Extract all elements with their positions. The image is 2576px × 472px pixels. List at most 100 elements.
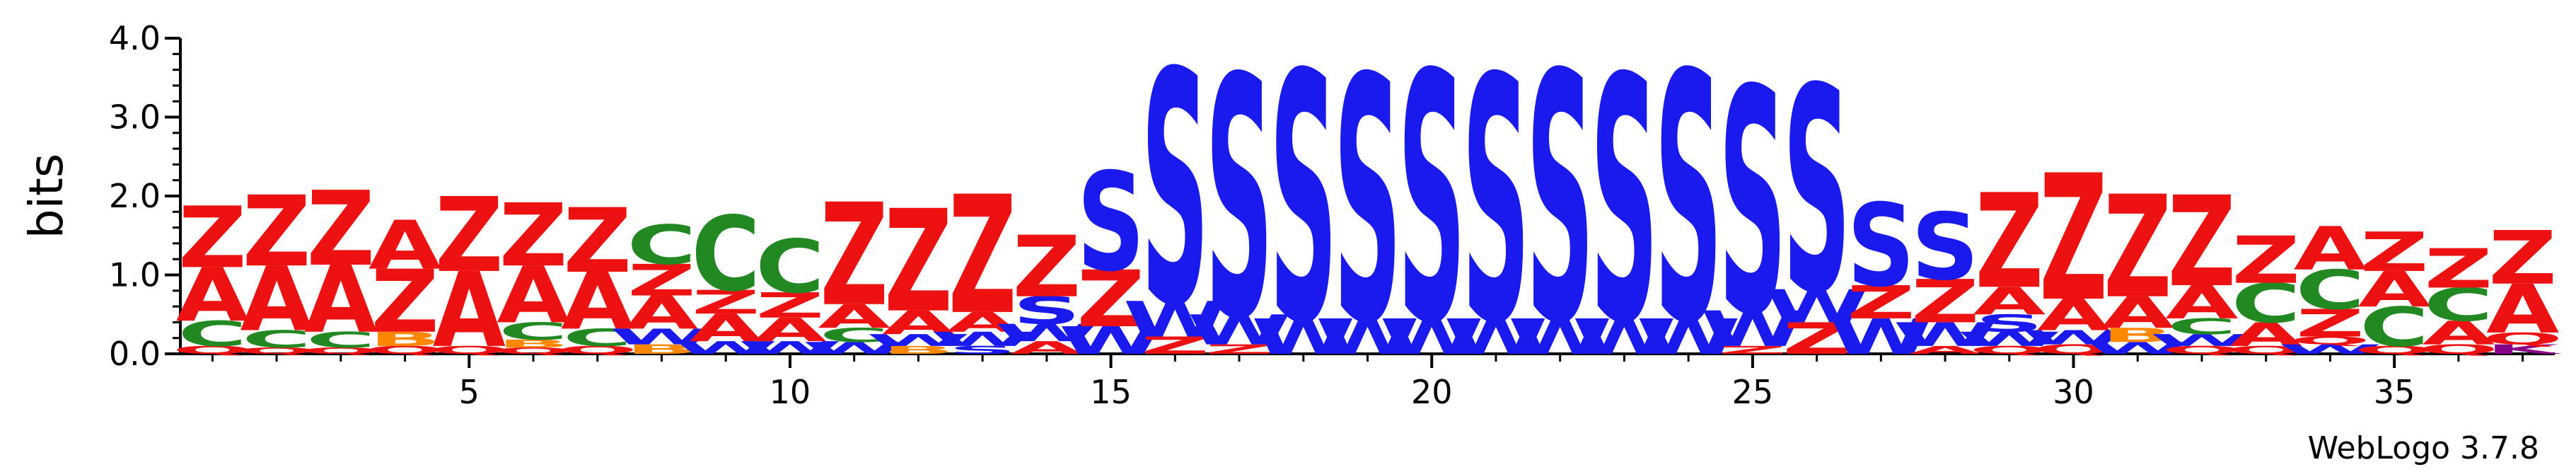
logo-letter-s: S xyxy=(1141,6,1209,377)
logo-letter-q: Q xyxy=(429,344,509,357)
logo-letter-z: Z xyxy=(1911,267,1980,336)
logo-letter-a: A xyxy=(818,297,890,335)
logo-letter-w: W xyxy=(674,338,778,358)
logo-letter-s: S xyxy=(1077,144,1145,301)
logo-letter-q: Q xyxy=(2355,344,2435,357)
logo-stacks: QCAZQCAZQCAZQBZAQAZQBCAZQCAZBWAZCWAZCWAZ… xyxy=(173,3,2563,399)
logo-letter-q: Q xyxy=(173,344,253,357)
x-tick-label: 35 xyxy=(2374,373,2415,411)
logo-letter-z: Z xyxy=(178,189,247,287)
logo-letter-z: Z xyxy=(1847,276,1915,329)
logo-letter-s: S xyxy=(1847,180,1915,312)
logo-letter-a: A xyxy=(1010,338,1083,358)
logo-letter-z: Z xyxy=(1141,332,1209,359)
logo-letter-z: Z xyxy=(243,175,311,288)
logo-letter-q: Q xyxy=(236,346,316,356)
y-ticks: 0.0 1.0 2.0 3.0 4.0 xyxy=(109,19,180,373)
logo-letter-a: A xyxy=(304,247,377,354)
logo-letter-c: C xyxy=(563,324,632,352)
logo-letter-z: Z xyxy=(2168,170,2236,315)
logo-letter-a: A xyxy=(2101,288,2174,338)
logo-letter-k: K xyxy=(2486,342,2563,357)
y-tick-label: 2.0 xyxy=(109,177,161,215)
logo-letter-a: A xyxy=(690,306,763,350)
logo-letter-a: A xyxy=(433,251,506,370)
x-tick-label: 30 xyxy=(2053,373,2094,411)
logo-letter-z: Z xyxy=(2425,237,2493,300)
logo-letter-a: A xyxy=(1908,344,1981,357)
logo-letter-w: W xyxy=(2278,342,2382,357)
logo-letter-z: Z xyxy=(884,180,953,343)
logo-letter-a: A xyxy=(2037,291,2110,341)
logo-letter-z: Z xyxy=(1077,253,1145,345)
logo-letter-q: Q xyxy=(2418,342,2498,357)
logo-letter-s: S xyxy=(1462,8,1530,398)
logo-letter-z: Z xyxy=(1719,344,1787,357)
logo-letter-s: S xyxy=(1333,8,1401,398)
x-tick-label: 10 xyxy=(770,373,811,411)
x-tick-label: 25 xyxy=(1732,373,1774,411)
logo-letter-c: C xyxy=(820,324,889,347)
logo-letter-z: Z xyxy=(563,190,632,293)
logo-letter-q: Q xyxy=(2226,344,2306,357)
logo-letter-z: Z xyxy=(1205,342,1274,357)
logo-letter-w: W xyxy=(2149,331,2253,350)
x-tick-label: 20 xyxy=(1411,373,1453,411)
logo-letter-s: S xyxy=(1013,289,1081,333)
logo-letter-q: Q xyxy=(2290,335,2370,347)
logo-letter-z: Z xyxy=(2104,166,2172,329)
y-tick-label: 3.0 xyxy=(109,98,161,137)
logo-letter-q: Q xyxy=(365,344,445,357)
logo-letter-a: A xyxy=(2294,215,2367,284)
logo-letter-q: Q xyxy=(557,344,637,357)
logo-letter-z: Z xyxy=(2232,223,2300,299)
logo-letter-c: C xyxy=(755,224,825,310)
y-tick-label: 4.0 xyxy=(109,19,161,57)
logo-letter-s: S xyxy=(1719,25,1787,384)
logo-letter-w: W xyxy=(1444,309,1548,366)
logo-letter-a: A xyxy=(753,311,826,349)
logo-letter-a: A xyxy=(240,248,313,351)
logo-letter-w: W xyxy=(1957,328,2061,350)
logo-letter-w: W xyxy=(1829,309,1933,366)
logo-letter-c: C xyxy=(2296,258,2365,321)
logo-letter-a: A xyxy=(882,304,955,342)
logo-letter-s: S xyxy=(1975,310,2043,338)
logo-letter-w: W xyxy=(931,328,1035,350)
logo-letter-c: C xyxy=(2232,272,2301,335)
logo-letter-w: W xyxy=(1251,309,1355,366)
axes: 0.0 1.0 2.0 3.0 4.0 5 10 15 20 25 30 35 xyxy=(109,19,2555,411)
logo-letter-a: A xyxy=(369,207,441,285)
logo-letter-c: C xyxy=(691,195,760,314)
logo-letter-q: Q xyxy=(2033,342,2113,357)
logo-letter-w: W xyxy=(2021,326,2125,349)
logo-letter-q: Q xyxy=(2162,344,2241,357)
x-ticks: 5 10 15 20 25 30 35 xyxy=(211,354,2524,411)
logo-letter-q: Q xyxy=(1969,344,2049,357)
logo-letter-w: W xyxy=(1316,309,1420,366)
logo-letter-w: W xyxy=(1700,301,1804,358)
logo-letter-w: W xyxy=(802,339,906,358)
logo-letter-w: W xyxy=(1637,309,1741,366)
logo-letter-z: Z xyxy=(2039,139,2108,340)
logo-letter-z: Z xyxy=(1013,218,1081,316)
logo-letter-z: Z xyxy=(1782,314,1851,364)
logo-letter-c: C xyxy=(178,314,247,355)
logo-letter-s: S xyxy=(1911,195,1979,301)
y-tick-label: 1.0 xyxy=(109,256,161,294)
logo-letter-a: A xyxy=(561,256,634,347)
logo-letter-w: W xyxy=(2086,339,2190,358)
logo-letter-z: Z xyxy=(756,285,825,326)
logo-letter-s: S xyxy=(948,344,1016,357)
logo-letter-c: C xyxy=(2167,314,2236,340)
logo-letter-w: W xyxy=(1572,309,1676,366)
logo-letter-s: S xyxy=(1590,8,1658,398)
logo-letter-s: S xyxy=(1654,3,1722,399)
logo-letter-b: B xyxy=(369,328,441,350)
weblogo-credit: WebLogo 3.7.8 xyxy=(2308,430,2539,466)
logo-letter-s: S xyxy=(1205,8,1273,393)
logo-letter-b: B xyxy=(2101,324,2174,347)
logo-letter-z: Z xyxy=(499,185,568,286)
logo-letter-z: Z xyxy=(820,173,888,337)
logo-letter-s: S xyxy=(1270,3,1338,399)
